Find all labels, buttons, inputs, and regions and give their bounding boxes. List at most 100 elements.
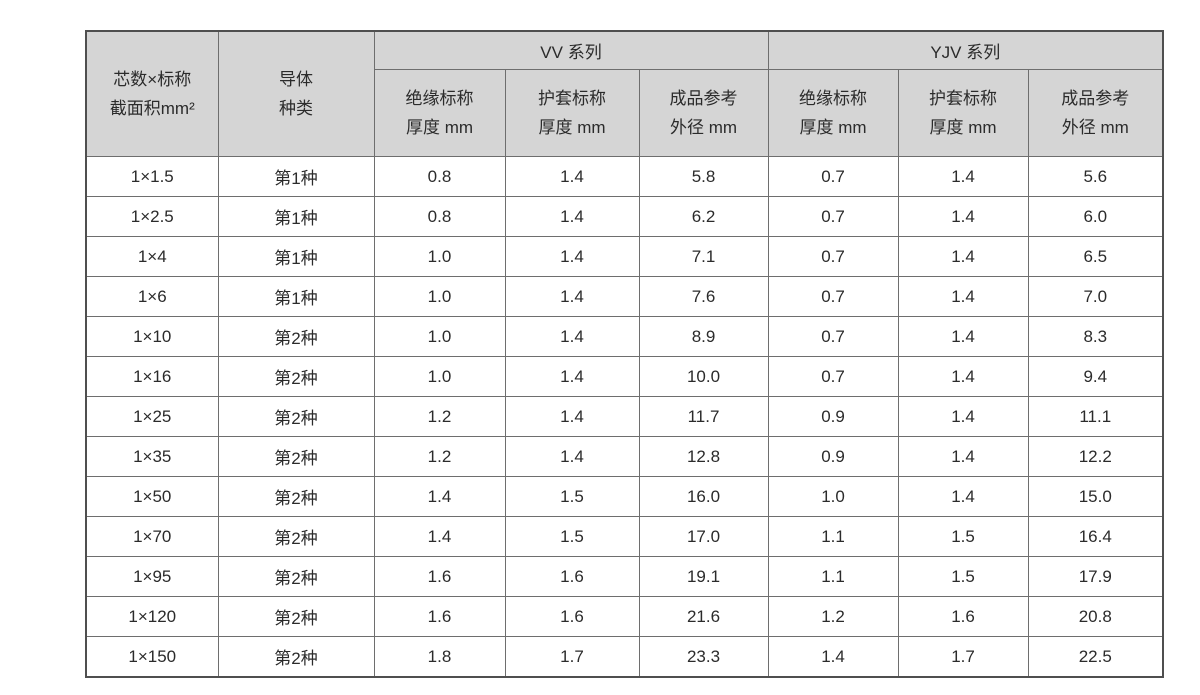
spec-cell: 1×50 [85, 476, 219, 517]
header-conductor-line2: 种类 [279, 99, 313, 118]
table-row: 1×4 第1种 1.0 1.4 7.1 0.7 1.4 6.5 [85, 236, 1164, 277]
spec-cell: 1×70 [85, 516, 219, 557]
yjv-od-cell: 15.0 [1027, 476, 1164, 517]
table-row: 1×25 第2种 1.2 1.4 11.7 0.9 1.4 11.1 [85, 396, 1164, 437]
yjv-od-cell: 8.3 [1027, 316, 1164, 357]
header-line: 厚度 mm [799, 118, 867, 137]
header-conductor-line1: 导体 [279, 70, 313, 89]
header-group-vv: VV 系列 [373, 30, 769, 70]
yjv-od-cell: 11.1 [1027, 396, 1164, 437]
spec-cell: 1×16 [85, 356, 219, 397]
vv-sheath-cell: 1.4 [504, 356, 640, 397]
yjv-od-cell: 20.8 [1027, 596, 1164, 637]
vv-od-cell: 11.7 [638, 396, 769, 437]
yjv-insulation-cell: 0.7 [767, 276, 899, 317]
vv-insulation-cell: 1.8 [373, 636, 506, 678]
yjv-od-cell: 22.5 [1027, 636, 1164, 678]
yjv-od-cell: 7.0 [1027, 276, 1164, 317]
yjv-sheath-cell: 1.4 [897, 396, 1029, 437]
vv-sheath-cell: 1.4 [504, 276, 640, 317]
header-line: 成品参考 [669, 89, 738, 108]
yjv-od-cell: 17.9 [1027, 556, 1164, 597]
vv-od-cell: 12.8 [638, 436, 769, 477]
vv-insulation-cell: 1.0 [373, 316, 506, 357]
yjv-sheath-cell: 1.4 [897, 436, 1029, 477]
yjv-sheath-cell: 1.4 [897, 356, 1029, 397]
header-yjv-od: 成品参考 外径 mm [1027, 69, 1164, 157]
yjv-sheath-cell: 1.7 [897, 636, 1029, 678]
cable-spec-table: 芯数×标称 截面积mm² 导体 种类 VV 系列 YJV 系列 绝缘标称 厚度 … [85, 30, 1165, 678]
conductor-cell: 第1种 [217, 196, 375, 237]
conductor-cell: 第1种 [217, 276, 375, 317]
yjv-insulation-cell: 0.7 [767, 316, 899, 357]
yjv-insulation-cell: 1.1 [767, 516, 899, 557]
vv-insulation-cell: 1.4 [373, 516, 506, 557]
vv-insulation-cell: 1.0 [373, 276, 506, 317]
spec-cell: 1×4 [85, 236, 219, 277]
spec-cell: 1×10 [85, 316, 219, 357]
vv-sheath-cell: 1.5 [504, 476, 640, 517]
yjv-insulation-cell: 1.2 [767, 596, 899, 637]
vv-od-cell: 7.1 [638, 236, 769, 277]
table-row: 1×1.5 第1种 0.8 1.4 5.8 0.7 1.4 5.6 [85, 156, 1164, 197]
spec-cell: 1×95 [85, 556, 219, 597]
header-line: 成品参考 [1061, 89, 1130, 108]
header-line: 绝缘标称 [799, 89, 868, 108]
yjv-sheath-cell: 1.4 [897, 196, 1029, 237]
yjv-insulation-cell: 0.7 [767, 356, 899, 397]
header-line: 厚度 mm [929, 118, 997, 137]
vv-sheath-cell: 1.6 [504, 556, 640, 597]
vv-insulation-cell: 1.4 [373, 476, 506, 517]
vv-insulation-cell: 0.8 [373, 156, 506, 197]
yjv-od-cell: 6.0 [1027, 196, 1164, 237]
header-line: 绝缘标称 [405, 89, 474, 108]
header-line: 厚度 mm [538, 118, 606, 137]
conductor-cell: 第2种 [217, 396, 375, 437]
yjv-sheath-cell: 1.4 [897, 236, 1029, 277]
yjv-od-cell: 12.2 [1027, 436, 1164, 477]
vv-sheath-cell: 1.7 [504, 636, 640, 678]
header-vv-sheath: 护套标称 厚度 mm [504, 69, 640, 157]
vv-od-cell: 10.0 [638, 356, 769, 397]
header-core-size-line2: 截面积mm² [109, 99, 195, 118]
header-sub-row: 绝缘标称 厚度 mm 护套标称 厚度 mm 成品参考 外径 mm 绝缘标称 厚度… [86, 69, 1164, 157]
header-line: 外径 mm [669, 118, 738, 137]
yjv-od-cell: 9.4 [1027, 356, 1164, 397]
spec-cell: 1×150 [85, 636, 219, 678]
header-group-row: 芯数×标称 截面积mm² 导体 种类 VV 系列 YJV 系列 [85, 30, 1164, 157]
conductor-cell: 第2种 [217, 596, 375, 637]
vv-sheath-cell: 1.5 [504, 516, 640, 557]
header-yjv-sheath: 护套标称 厚度 mm [897, 69, 1029, 157]
vv-od-cell: 21.6 [638, 596, 769, 637]
yjv-sheath-cell: 1.5 [897, 516, 1029, 557]
conductor-cell: 第2种 [217, 516, 375, 557]
vv-od-cell: 17.0 [638, 516, 769, 557]
yjv-insulation-cell: 0.9 [767, 436, 899, 477]
vv-insulation-cell: 1.0 [373, 356, 506, 397]
yjv-od-cell: 5.6 [1027, 156, 1164, 197]
yjv-insulation-cell: 1.0 [767, 476, 899, 517]
conductor-cell: 第2种 [217, 636, 375, 678]
document-page: 芯数×标称 截面积mm² 导体 种类 VV 系列 YJV 系列 绝缘标称 厚度 … [85, 30, 1165, 678]
table-row: 1×35 第2种 1.2 1.4 12.8 0.9 1.4 12.2 [85, 436, 1164, 477]
conductor-cell: 第2种 [217, 436, 375, 477]
conductor-cell: 第2种 [217, 356, 375, 397]
header-conductor-type: 导体 种类 [217, 30, 375, 157]
table-row: 1×120 第2种 1.6 1.6 21.6 1.2 1.6 20.8 [85, 596, 1164, 637]
vv-od-cell: 8.9 [638, 316, 769, 357]
vv-sheath-cell: 1.6 [504, 596, 640, 637]
table-row: 1×10 第2种 1.0 1.4 8.9 0.7 1.4 8.3 [85, 316, 1164, 357]
vv-od-cell: 7.6 [638, 276, 769, 317]
header-vv-insulation: 绝缘标称 厚度 mm [373, 69, 506, 157]
vv-sheath-cell: 1.4 [504, 436, 640, 477]
conductor-cell: 第2种 [217, 476, 375, 517]
yjv-sheath-cell: 1.4 [897, 476, 1029, 517]
yjv-insulation-cell: 1.4 [767, 636, 899, 678]
spec-cell: 1×2.5 [85, 196, 219, 237]
vv-sheath-cell: 1.4 [504, 316, 640, 357]
conductor-cell: 第2种 [217, 316, 375, 357]
yjv-od-cell: 6.5 [1027, 236, 1164, 277]
header-group-yjv: YJV 系列 [767, 30, 1164, 70]
yjv-insulation-cell: 1.1 [767, 556, 899, 597]
yjv-sheath-cell: 1.4 [897, 316, 1029, 357]
